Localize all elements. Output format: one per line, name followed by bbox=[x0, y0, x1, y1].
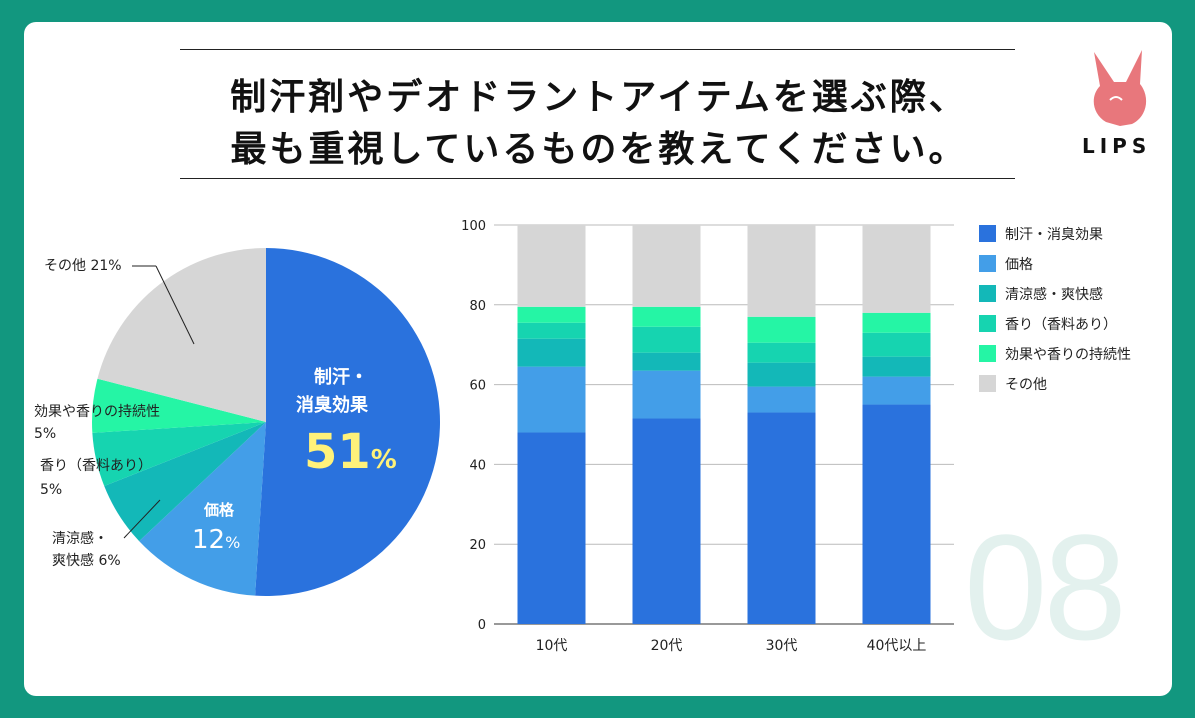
bar-lasting-0 bbox=[517, 306, 586, 323]
pie-label-lasting-pct: 5% bbox=[34, 426, 57, 442]
bar-cool-2 bbox=[747, 362, 816, 387]
pie-slice-other bbox=[97, 248, 267, 422]
sweat-pct-sign: % bbox=[370, 445, 397, 475]
legend-swatch bbox=[979, 315, 996, 332]
title-rule-top bbox=[180, 49, 1015, 50]
legend-label: 香り（香料あり） bbox=[1005, 317, 1117, 333]
y-tick-label: 40 bbox=[469, 458, 486, 473]
pie-label-price-name: 価格 bbox=[204, 501, 235, 519]
bar-sweat-0 bbox=[517, 432, 586, 624]
bar-price-0 bbox=[517, 366, 586, 433]
legend-swatch bbox=[979, 285, 996, 302]
bar-lasting-1 bbox=[632, 306, 701, 327]
bar-other-0 bbox=[517, 225, 586, 307]
pie-slice-scent bbox=[92, 422, 266, 487]
pie-label-scent-name: 香り（香料あり） bbox=[40, 458, 152, 474]
page-number-watermark: 08 bbox=[964, 503, 1127, 671]
bar-sweat-2 bbox=[747, 412, 816, 624]
bar-lasting-3 bbox=[862, 312, 931, 333]
pie-label-sweat-pct: 51% bbox=[304, 424, 397, 488]
x-tick-label: 20代 bbox=[651, 638, 683, 654]
y-tick-label: 80 bbox=[469, 299, 486, 314]
bar-scent-1 bbox=[632, 326, 701, 353]
y-tick-label: 60 bbox=[469, 379, 486, 394]
bar-scent-3 bbox=[862, 332, 931, 357]
infographic-card: 制汗剤やデオドラントアイテムを選ぶ際、 最も重視しているものを教えてください。 … bbox=[24, 22, 1172, 696]
price-pct-value: 12 bbox=[192, 525, 226, 555]
title-line-2: 最も重視しているものを教えてください。 bbox=[230, 129, 968, 170]
bar-lasting-2 bbox=[747, 316, 816, 343]
pie-label-scent-pct: 5% bbox=[40, 482, 63, 498]
bar-sweat-3 bbox=[862, 404, 931, 624]
bar-sweat-1 bbox=[632, 418, 701, 624]
pie-chart bbox=[92, 248, 440, 596]
bar-cool-1 bbox=[632, 352, 701, 371]
bar-other-3 bbox=[862, 225, 931, 313]
pie-label-sweat-name-1: 制汗・ bbox=[314, 367, 368, 388]
legend-swatch bbox=[979, 345, 996, 362]
y-tick-label: 100 bbox=[461, 219, 486, 234]
bar-price-1 bbox=[632, 370, 701, 419]
bar-cool-3 bbox=[862, 356, 931, 377]
legend-label: 清涼感・爽快感 bbox=[1005, 287, 1103, 303]
stacked-bar-chart: 0 20 40 60 80 100 10代 20代 30代 40代以上 bbox=[461, 219, 954, 654]
bar-other-2 bbox=[747, 225, 816, 317]
lips-logo-text: LIPS bbox=[1082, 134, 1152, 158]
bar-scent-2 bbox=[747, 342, 816, 363]
x-tick-label: 30代 bbox=[766, 638, 798, 654]
lips-logo-icon bbox=[1093, 50, 1147, 126]
legend-swatch bbox=[979, 375, 996, 392]
x-tick-label: 40代以上 bbox=[867, 638, 927, 654]
bar-price-2 bbox=[747, 386, 816, 413]
pie-slice-lasting bbox=[92, 378, 266, 433]
y-tick-label: 20 bbox=[469, 538, 486, 553]
bar-cool-0 bbox=[517, 338, 586, 367]
title-line-1: 制汗剤やデオドラントアイテムを選ぶ際、 bbox=[230, 77, 968, 118]
sweat-pct-value: 51 bbox=[304, 424, 371, 480]
price-pct-sign: % bbox=[225, 533, 241, 552]
title-rule-bottom bbox=[180, 178, 1015, 179]
bar-scent-0 bbox=[517, 322, 586, 339]
pie-slice-price bbox=[139, 422, 266, 596]
legend-label: 効果や香りの持続性 bbox=[1005, 347, 1131, 363]
bar-other-1 bbox=[632, 225, 701, 307]
legend-label: 価格 bbox=[1005, 257, 1033, 273]
pie-slice-cool bbox=[104, 422, 266, 542]
cool-leader-line bbox=[123, 499, 161, 539]
pie-label-cool-name-1: 清涼感・ bbox=[52, 531, 108, 547]
other-leader-line-diag bbox=[155, 265, 195, 345]
pie-label-sweat-name-2: 消臭効果 bbox=[296, 395, 368, 416]
pie-slice-sweat bbox=[255, 248, 440, 596]
legend-swatch bbox=[979, 255, 996, 272]
x-tick-label: 10代 bbox=[536, 638, 568, 654]
pie-label-lasting-name: 効果や香りの持続性 bbox=[34, 404, 160, 420]
y-tick-label: 0 bbox=[478, 618, 486, 633]
bar-price-3 bbox=[862, 376, 931, 405]
legend-label: その他 bbox=[1005, 377, 1047, 393]
legend-label: 制汗・消臭効果 bbox=[1005, 227, 1103, 243]
pie-label-other: その他 21% bbox=[44, 258, 122, 274]
legend-swatch bbox=[979, 225, 996, 242]
pie-label-price-pct: 12% bbox=[192, 524, 240, 559]
pie-label-cool-name-2: 爽快感 6% bbox=[52, 553, 121, 569]
